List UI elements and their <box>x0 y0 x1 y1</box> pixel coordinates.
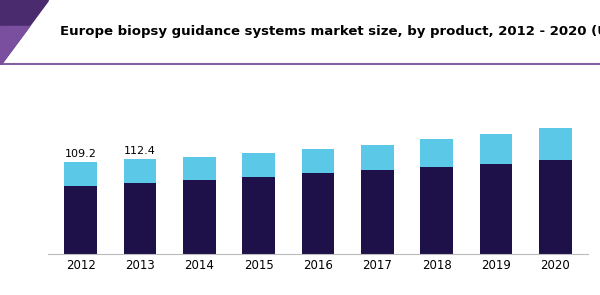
Bar <box>539 128 572 160</box>
Text: 109.2: 109.2 <box>65 149 97 159</box>
Bar <box>421 140 453 167</box>
Bar <box>480 163 512 254</box>
Bar <box>421 167 453 254</box>
Bar <box>302 173 334 254</box>
Text: Europe biopsy guidance systems market size, by product, 2012 - 2020 (USD Million: Europe biopsy guidance systems market si… <box>60 25 600 38</box>
Bar <box>64 186 97 254</box>
Text: 112.4: 112.4 <box>124 146 156 156</box>
Bar <box>183 180 215 254</box>
Bar <box>302 149 334 173</box>
Bar <box>124 159 156 183</box>
Polygon shape <box>0 26 29 65</box>
Bar <box>361 170 394 254</box>
Bar <box>361 145 394 170</box>
Bar <box>183 157 215 180</box>
Bar <box>480 134 512 163</box>
Polygon shape <box>0 0 48 65</box>
Bar <box>242 177 275 254</box>
Bar <box>242 153 275 177</box>
Bar <box>64 162 97 186</box>
Bar <box>539 160 572 254</box>
Bar <box>124 183 156 254</box>
